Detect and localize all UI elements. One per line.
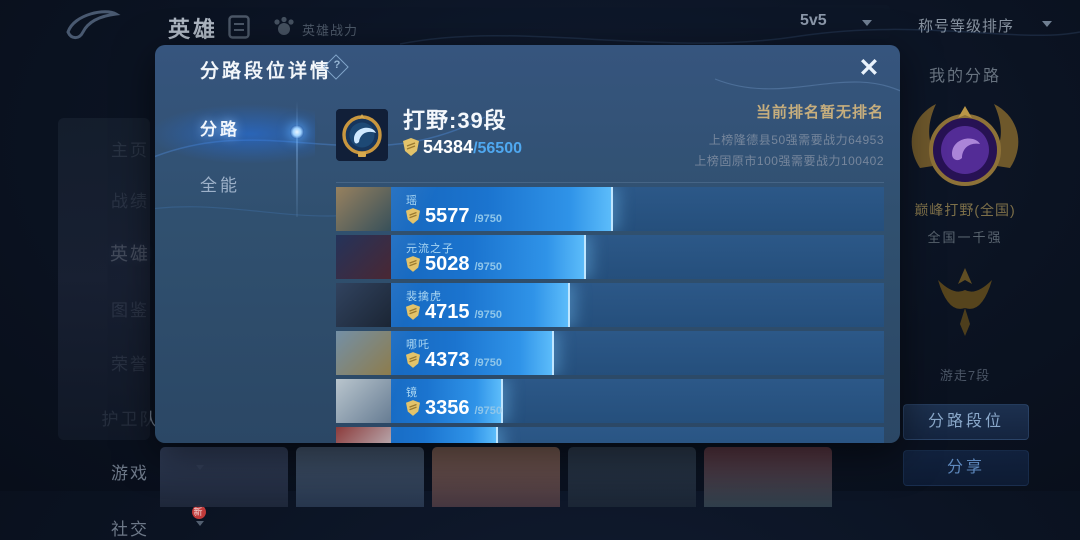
hero-points: 4373/9750	[406, 348, 502, 372]
hero-points-max: /9750	[474, 309, 503, 321]
hero-avatar	[336, 427, 391, 443]
city-rank-requirement: 上榜固原市100强需要战力100402	[694, 154, 884, 168]
sidebar-item-label: 社交	[111, 520, 149, 539]
active-tab-glow	[155, 103, 315, 165]
background-hero-card	[432, 447, 560, 507]
background-hero-card	[58, 118, 150, 440]
hero-power-label: 英雄战力	[302, 23, 359, 38]
top-bar: 英雄 英雄战力 5v5 称号等级排序	[0, 0, 1080, 48]
county-rank-requirement: 上榜隆德县50强需要战力64953	[708, 133, 884, 147]
my-lane-title: 我的分路	[928, 68, 1001, 85]
hero-points-max: /9750	[474, 261, 503, 273]
sidebar-item-社交[interactable]: 社交 新	[60, 505, 206, 540]
content-separator	[336, 182, 884, 183]
hero-name: 裴擒虎	[406, 291, 442, 303]
lane-rank-badge-icon	[336, 109, 388, 161]
power-shield-icon	[406, 208, 420, 224]
rank-info: 当前排名暂无排名 上榜隆德县50强需要战力64953 上榜固原市100强需要战力…	[554, 101, 884, 169]
hero-avatar	[336, 379, 391, 423]
lane-rank-title: 打野:39段	[403, 108, 507, 133]
chevron-down-icon	[1042, 21, 1052, 27]
hero-points: 5028/9750	[406, 252, 502, 276]
hero-rank-row[interactable]: 裴擒虎 4715/9750	[336, 283, 884, 327]
background-hero-card	[704, 447, 832, 507]
hero-rank-row[interactable]	[336, 427, 884, 443]
hero-points-value: 5577	[425, 204, 470, 227]
hero-points-value: 4373	[425, 348, 470, 371]
sidebar-item-label: 游戏	[111, 464, 149, 483]
lane-points-max: /56500	[473, 140, 522, 157]
close-icon[interactable]	[852, 51, 886, 85]
hero-points: 3356/9750	[406, 396, 502, 420]
decorative-wave	[400, 28, 1080, 45]
hero-rank-row[interactable]: 元流之子 5028/9750	[336, 235, 884, 279]
tab-分路[interactable]: 分路	[200, 120, 240, 139]
active-tab-dot-icon	[290, 125, 304, 139]
background-hero-card	[296, 447, 424, 507]
power-shield-icon	[406, 256, 420, 272]
back-logo-icon[interactable]	[62, 6, 122, 44]
hero-rank-row[interactable]: 镜 3356/9750	[336, 379, 884, 423]
sort-selector-value: 称号等级排序	[918, 18, 1015, 35]
secondary-rank-label: 游走7段	[939, 368, 991, 383]
power-shield-icon	[403, 138, 419, 156]
hero-avatar	[336, 235, 391, 279]
hero-avatar	[336, 331, 391, 375]
power-shield-icon	[406, 352, 420, 368]
national-rank-label: 全国一千强	[927, 230, 1003, 245]
lane-points-value: 54384	[423, 137, 474, 157]
peak-jungle-label: 巅峰打野(全国)	[914, 202, 1016, 218]
hero-list-icon[interactable]	[228, 15, 250, 39]
dialog-title: 分路段位详情	[200, 61, 333, 82]
power-shield-icon	[406, 400, 420, 416]
hero-avatar	[336, 283, 391, 327]
chevron-down-icon	[196, 521, 204, 526]
hero-points-value: 3356	[425, 396, 470, 419]
page-title: 英雄	[168, 17, 219, 42]
hero-points-max: /9750	[474, 405, 503, 417]
hero-points-max: /9750	[474, 213, 503, 225]
hero-points-value: 4715	[425, 300, 470, 323]
hero-name: 元流之子	[406, 243, 454, 255]
hero-points: 4715/9750	[406, 300, 502, 324]
hero-avatar	[336, 187, 391, 231]
new-badge: 新	[192, 505, 206, 519]
current-rank-text: 当前排名暂无排名	[755, 104, 884, 121]
background-hero-card	[160, 447, 288, 507]
mode-selector-value: 5v5	[800, 12, 827, 29]
background-hero-card	[568, 447, 696, 507]
hero-points: 5577/9750	[406, 204, 502, 228]
tab-全能[interactable]: 全能	[200, 176, 240, 195]
roam-emblem	[938, 268, 992, 336]
share-button[interactable]: 分享	[903, 450, 1029, 486]
hero-rank-row[interactable]: 哪吒 4373/9750	[336, 331, 884, 375]
hero-power-paw-icon[interactable]	[271, 13, 297, 39]
power-shield-icon	[406, 304, 420, 320]
hero-rank-row[interactable]: 瑶 5577/9750	[336, 187, 884, 231]
lane-points: 54384/56500	[403, 137, 522, 157]
hero-name: 镜	[406, 387, 418, 399]
lane-rank-button[interactable]: 分路段位	[903, 404, 1029, 440]
hero-points-value: 5028	[425, 252, 470, 275]
peak-jungle-emblem	[911, 104, 1019, 186]
hero-points-max: /9750	[474, 357, 503, 369]
chevron-down-icon	[862, 20, 872, 26]
hero-name: 哪吒	[406, 339, 430, 351]
hero-name: 瑶	[406, 195, 418, 207]
tab-divider	[296, 101, 298, 217]
